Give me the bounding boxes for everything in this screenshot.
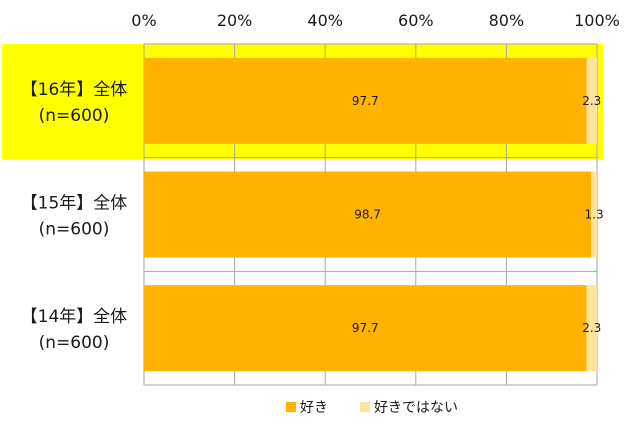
bar-like-1 <box>144 171 592 258</box>
bar-dislike-0 <box>586 57 597 144</box>
x-tick-label-1: 20% <box>217 11 253 30</box>
data-label-dislike-2: 2.3 <box>582 321 601 335</box>
category-n-label-1: (n=600) <box>39 220 110 240</box>
bar-like-2 <box>144 285 587 372</box>
x-tick-label-3: 60% <box>398 11 434 30</box>
data-label-dislike-0: 2.3 <box>582 94 601 108</box>
legend-label-dislike: 好きではない <box>374 400 458 416</box>
bar-dislike-2 <box>586 285 597 372</box>
legend-swatch-dislike <box>360 402 370 412</box>
legend-swatch-like <box>286 402 296 412</box>
data-label-like-2: 97.7 <box>352 321 379 335</box>
category-label-2: 【14年】全体 <box>21 307 128 327</box>
category-label-1: 【15年】全体 <box>21 194 128 214</box>
data-label-dislike-1: 1.3 <box>585 208 604 222</box>
legend-label-like: 好き <box>300 400 328 416</box>
bar-like-0 <box>144 57 587 144</box>
category-label-0: 【16年】全体 <box>21 80 128 100</box>
x-tick-label-0: 0% <box>131 11 156 30</box>
category-n-label-2: (n=600) <box>39 333 110 353</box>
x-tick-label-5: 100% <box>574 11 620 30</box>
data-label-like-0: 97.7 <box>352 94 379 108</box>
data-label-like-1: 98.7 <box>354 208 381 222</box>
category-n-label-0: (n=600) <box>39 106 110 126</box>
bar-dislike-1 <box>591 171 597 258</box>
x-tick-label-2: 40% <box>307 11 343 30</box>
x-tick-label-4: 80% <box>489 11 525 30</box>
